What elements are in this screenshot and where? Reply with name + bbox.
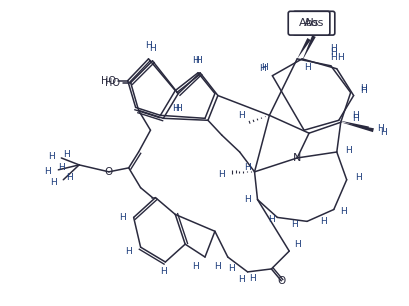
Text: H: H [192,263,198,271]
Text: H: H [321,217,327,226]
Text: H: H [261,63,268,72]
Text: H: H [63,151,70,159]
Text: H: H [172,104,179,113]
Text: H: H [214,263,221,271]
Text: O: O [105,167,113,177]
FancyBboxPatch shape [288,11,330,35]
Text: H: H [119,213,126,222]
Text: H: H [352,111,359,120]
Polygon shape [302,35,316,61]
Text: H: H [268,215,275,224]
Polygon shape [339,120,369,130]
Polygon shape [297,38,311,59]
Text: H: H [228,264,235,274]
Text: H: H [48,152,55,162]
Text: H: H [259,64,266,73]
Polygon shape [341,122,374,132]
Text: H: H [360,86,367,95]
Text: H: H [238,111,245,120]
Text: H: H [377,124,384,133]
Text: H: H [160,267,167,276]
Text: H: H [175,104,182,113]
Text: Abs: Abs [299,18,319,28]
Text: H: H [355,173,362,182]
Text: H: H [330,48,337,58]
Text: H: H [125,247,132,256]
Text: H: H [380,128,387,137]
Text: H: H [58,163,65,172]
FancyBboxPatch shape [293,11,335,35]
Text: H: H [340,207,347,216]
Text: N: N [293,153,301,163]
Text: H: H [145,42,152,50]
Text: H: H [345,146,352,155]
Text: H: H [360,84,367,93]
Text: HO: HO [101,76,117,86]
Text: H: H [218,170,225,179]
Text: H: H [244,195,251,204]
Text: O: O [277,276,285,286]
Text: H: H [50,178,57,187]
Text: H: H [249,274,256,283]
Text: H: H [304,63,310,72]
Text: H: H [44,167,51,176]
Text: H: H [238,275,245,284]
Text: H: H [192,56,198,65]
Text: H: H [149,44,156,54]
Text: H: H [330,53,337,62]
Text: H: H [244,163,251,172]
Text: H: H [66,173,73,182]
Text: H: H [337,53,344,62]
Text: H: H [195,56,202,65]
Text: H: H [352,114,359,123]
Text: Abs: Abs [304,18,324,28]
Text: HO: HO [106,78,120,88]
Text: H: H [291,220,298,229]
Text: H: H [294,240,301,249]
Text: H: H [330,44,337,54]
